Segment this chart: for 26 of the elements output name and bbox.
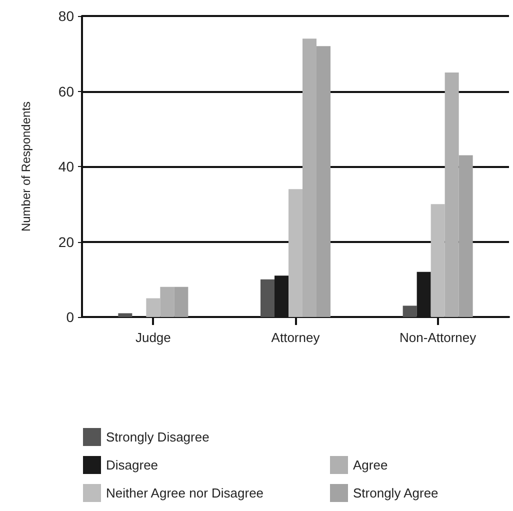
bar xyxy=(316,46,330,317)
y-tick-label: 0 xyxy=(66,309,74,325)
bar xyxy=(118,313,132,317)
bar xyxy=(458,155,473,317)
legend-label: Disagree xyxy=(106,458,158,472)
bar xyxy=(160,286,174,317)
bar xyxy=(444,72,459,317)
bar xyxy=(146,298,160,317)
bar xyxy=(260,279,274,317)
bar xyxy=(402,306,417,317)
legend-label: Agree xyxy=(353,458,388,472)
bar xyxy=(288,189,302,317)
y-tick-label: 20 xyxy=(58,234,74,250)
legend-label: Neither Agree nor Disagree xyxy=(106,486,264,500)
legend-label: Strongly Disagree xyxy=(106,430,210,444)
x-tick-label: Judge xyxy=(135,330,171,345)
y-tick-label: 60 xyxy=(58,83,74,100)
y-axis-title: Number of Respondents xyxy=(19,101,33,232)
legend-label: Strongly Agree xyxy=(353,486,438,500)
x-tick-label: Non-Attorney xyxy=(400,330,477,345)
y-tick-label: 80 xyxy=(58,8,74,24)
bar xyxy=(174,286,188,317)
bar xyxy=(302,38,316,317)
y-tick-label: 40 xyxy=(58,158,74,174)
bar xyxy=(430,204,445,317)
x-tick-label: Attorney xyxy=(271,330,320,345)
